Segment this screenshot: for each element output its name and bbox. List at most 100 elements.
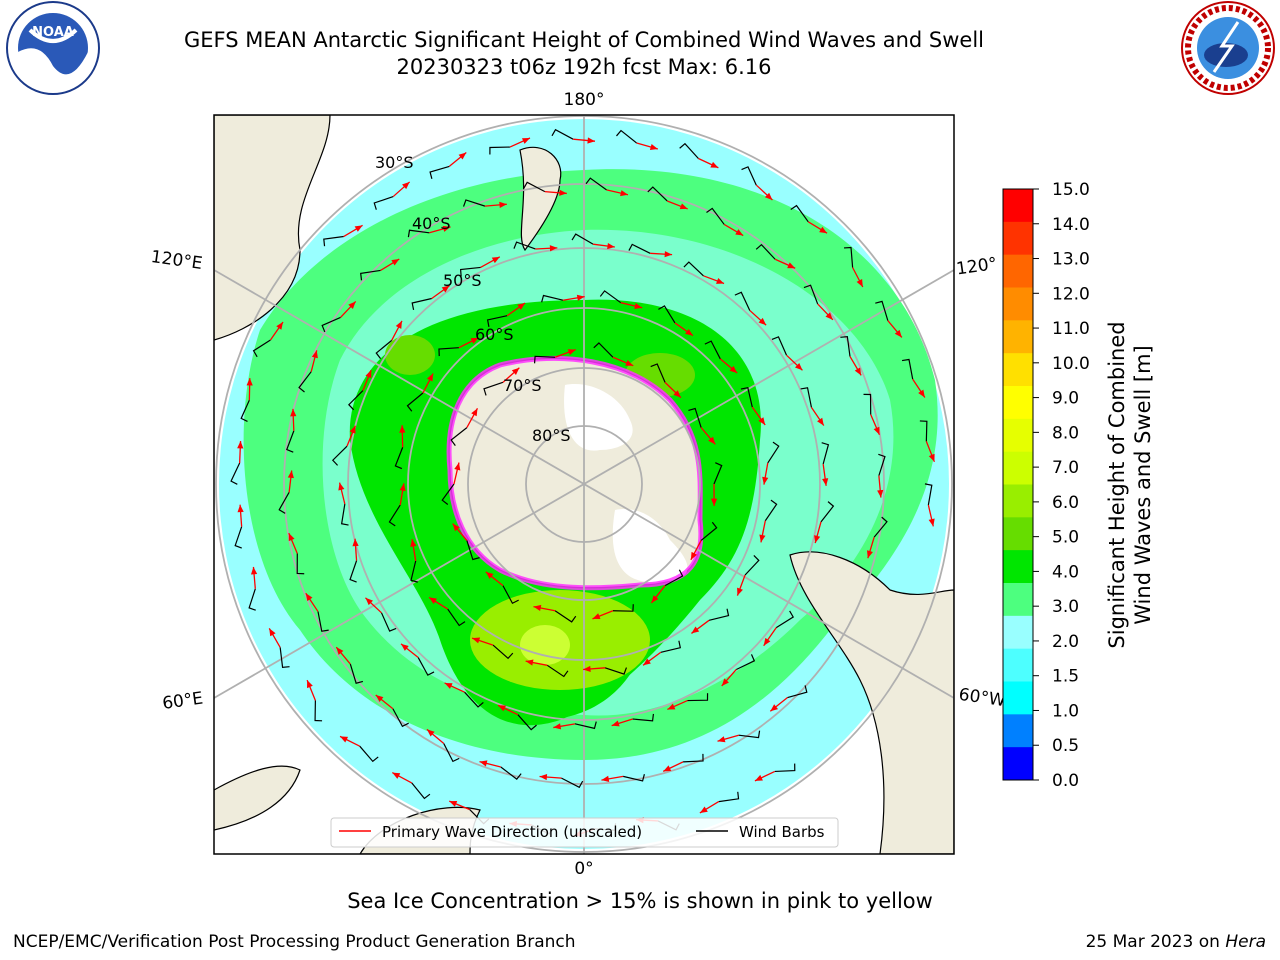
colorbar-swatch <box>1003 189 1033 223</box>
wind-barb <box>571 233 594 245</box>
wind-barb <box>803 284 819 305</box>
wave-arrow-head <box>517 303 526 310</box>
wave-arrow-head <box>763 637 771 646</box>
wave-arrow-head <box>497 705 506 712</box>
wave-arrow-head <box>664 251 673 258</box>
wave-arrow-head <box>354 225 363 232</box>
colorbar-label: Significant Height of Combined Wind Wave… <box>1105 321 1155 648</box>
wave-arrow-head <box>611 720 620 727</box>
wave-arrow-head <box>587 137 596 144</box>
wind-barb <box>585 177 607 191</box>
wave-arrow-head <box>708 436 716 445</box>
colorbar-tick-label: 5.0 <box>1052 528 1079 548</box>
wind-barb <box>736 654 756 671</box>
wind-barb <box>466 540 480 561</box>
wind-barb <box>411 297 432 310</box>
colorbar-frame <box>1002 188 1034 781</box>
colorbar-swatch <box>1003 484 1033 518</box>
wave-arrow-head <box>819 226 828 234</box>
colorbar-tick-label: 1.0 <box>1052 701 1079 721</box>
map-frame <box>213 114 955 855</box>
wind-barb <box>375 339 393 359</box>
wind-barb <box>394 447 404 470</box>
wind-barb <box>317 611 329 632</box>
lon-label-120e: 120°E <box>150 247 204 274</box>
wind-barb <box>604 667 628 675</box>
wave-arrow-head <box>601 775 610 782</box>
lat-label-40s: 40°S <box>412 214 451 233</box>
wave-arrow-head <box>365 597 373 606</box>
wind-barb <box>687 693 709 702</box>
wave-arrow-head <box>410 539 417 547</box>
wave-arrow-head <box>491 256 500 264</box>
wave-arrow-head <box>399 425 406 433</box>
wave-arrow-head <box>787 262 796 269</box>
wind-barb <box>348 390 364 411</box>
wind-barb <box>740 386 753 408</box>
wind-barb <box>296 553 305 575</box>
wave-arrow-head <box>567 349 576 356</box>
wave-arrow-head <box>822 478 829 486</box>
wave-arrow-head <box>250 566 258 575</box>
wind-barb <box>489 146 510 155</box>
wave-arrow-head <box>269 628 276 637</box>
sea-ice-caption: Sea Ice Concentration > 15% is shown in … <box>347 889 933 913</box>
wave-vectors <box>230 128 936 837</box>
wave-arrow-head <box>426 729 435 737</box>
wave-arrow-head <box>758 317 767 326</box>
wave-arrow-head <box>794 362 803 371</box>
wind-barb <box>878 453 886 476</box>
wind-barb <box>278 492 290 514</box>
wave-arrow-head <box>290 408 297 417</box>
wind-barb <box>843 246 854 268</box>
wave-arrow-head <box>399 483 406 492</box>
wind-barb <box>664 569 684 587</box>
wind-barb <box>438 347 459 357</box>
wind-barb <box>647 186 668 202</box>
wind-barb <box>392 708 409 728</box>
wind-barb <box>450 427 468 446</box>
wave-arrow-head <box>352 538 359 547</box>
wind-barb <box>704 340 721 360</box>
wave-arrow-head <box>402 181 410 190</box>
wind-barb <box>820 501 835 523</box>
title-line-2: 20230323 t06z 192h fcst Max: 6.16 <box>396 55 772 79</box>
legend-barb-label: Wind Barbs <box>739 823 825 841</box>
wind-barb <box>708 608 730 621</box>
wave-arrow-head <box>673 390 681 398</box>
colorbar-tick-label: 15.0 <box>1052 180 1090 200</box>
colorbar-swatch <box>1003 550 1033 584</box>
wave-arrow-head <box>470 337 479 344</box>
wind-barb <box>683 261 704 277</box>
wind-barb <box>286 430 295 453</box>
wind-barb <box>492 644 514 660</box>
wind-barb <box>741 166 757 186</box>
wave-arrow-head <box>452 523 460 532</box>
noaa-logo: NOAA <box>6 1 100 95</box>
colorbar-label-line1: Significant Height of Combined <box>1105 321 1129 648</box>
wind-barb <box>248 588 256 611</box>
wind-barb <box>411 782 431 800</box>
wind-barb <box>410 560 418 583</box>
wave-arrow-head <box>663 765 672 772</box>
wave-arrow-head <box>762 476 769 485</box>
wind-barb <box>388 504 401 527</box>
colorbar-swatch <box>1003 648 1033 682</box>
footer-credit: NCEP/EMC/Verification Post Processing Pr… <box>13 932 576 952</box>
wind-barb <box>660 640 682 653</box>
wind-barb <box>774 763 796 773</box>
wind-barb <box>462 199 486 207</box>
wind-barb <box>500 766 522 780</box>
wind-barb <box>234 526 243 549</box>
colorbar-tick-label: 0.5 <box>1052 736 1079 756</box>
wave-arrow-head <box>894 329 902 338</box>
wind-barb <box>771 336 788 356</box>
wind-barb <box>349 663 364 684</box>
new-zealand-land <box>519 146 562 252</box>
wave-arrow-head <box>679 203 688 210</box>
wave-arrow-head <box>651 595 659 603</box>
wave-arrow-head <box>348 301 356 309</box>
wind-barb <box>314 700 323 722</box>
wave-arrow-head <box>717 736 726 743</box>
